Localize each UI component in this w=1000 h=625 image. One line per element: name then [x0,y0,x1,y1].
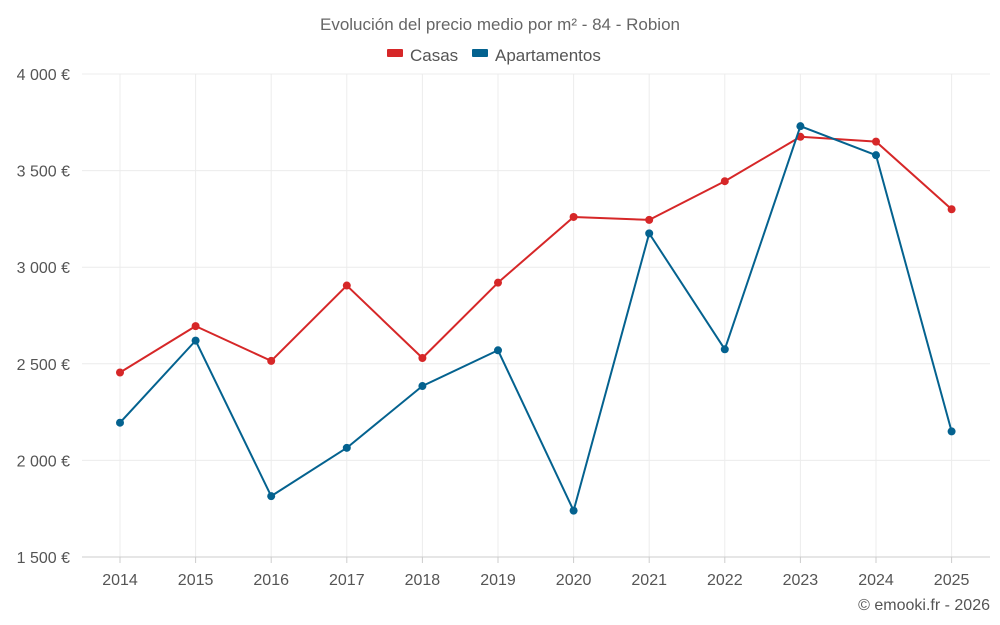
data-point-apartamentos[interactable] [947,427,956,436]
data-point-apartamentos[interactable] [418,382,427,391]
legend-item-casas[interactable]: Casas [387,46,458,65]
y-tick-label: 2 500 € [17,357,70,374]
data-point-apartamentos[interactable] [872,151,880,160]
data-point-apartamentos[interactable] [267,492,276,501]
x-tick-label: 2024 [858,572,894,589]
x-tick-label: 2022 [707,572,743,589]
data-point-casas[interactable] [342,281,351,290]
data-point-casas[interactable] [872,137,880,146]
data-point-casas[interactable] [720,177,729,186]
x-tick-label: 2018 [405,572,441,589]
data-point-casas[interactable] [494,278,502,287]
legend-swatch-casas [387,49,403,57]
legend-label-casas: Casas [410,46,458,65]
data-point-casas[interactable] [947,205,956,214]
y-tick-label: 1 500 € [17,550,70,567]
data-point-casas[interactable] [267,356,276,365]
x-tick-label: 2020 [556,572,592,589]
data-point-casas[interactable] [191,322,200,331]
legend-label-apartamentos: Apartamentos [495,46,601,65]
data-point-apartamentos[interactable] [796,122,805,131]
data-point-casas[interactable] [116,368,124,377]
legend: Casas Apartamentos [387,46,601,65]
x-axis-ticks: 2014 2015 2016 2017 2018 2019 2020 2021 2022 2023… [102,557,969,589]
series-line-apartamentos [119,125,953,512]
x-tick-label: 2025 [934,572,970,589]
data-point-apartamentos[interactable] [720,345,729,354]
data-point-apartamentos[interactable] [191,336,200,345]
data-point-casas[interactable] [569,212,578,221]
data-point-apartamentos[interactable] [494,346,502,355]
legend-item-apartamentos[interactable]: Apartamentos [472,46,601,65]
y-tick-label: 3 000 € [17,260,70,277]
gridlines [82,73,990,557]
x-tick-label: 2021 [631,572,667,589]
x-tick-label: 2017 [329,572,365,589]
x-tick-label: 2023 [783,572,819,589]
y-tick-label: 2 000 € [17,453,70,470]
data-point-casas[interactable] [418,354,427,363]
x-tick-label: 2014 [102,572,138,589]
data-point-apartamentos[interactable] [569,506,578,515]
series-layer [116,122,956,515]
y-tick-label: 4 000 € [17,67,70,84]
data-point-casas[interactable] [645,215,654,224]
series-line-casas [119,135,953,374]
chart-title: Evolución del precio medio por m² - 84 -… [320,15,680,34]
x-tick-label: 2015 [178,572,214,589]
data-point-apartamentos[interactable] [645,229,654,238]
legend-swatch-apartamentos [472,49,488,57]
data-point-apartamentos[interactable] [116,418,124,427]
x-tick-label: 2019 [480,572,516,589]
data-point-apartamentos[interactable] [342,443,351,452]
y-tick-label: 3 500 € [17,164,70,181]
y-axis-ticks: 1 500 € 2 000 € 2 500 € 3 000 € 3 500 € 4 000… [17,67,70,567]
credit-text: © emooki.fr - 2026 [858,597,990,614]
x-tick-label: 2016 [253,572,289,589]
